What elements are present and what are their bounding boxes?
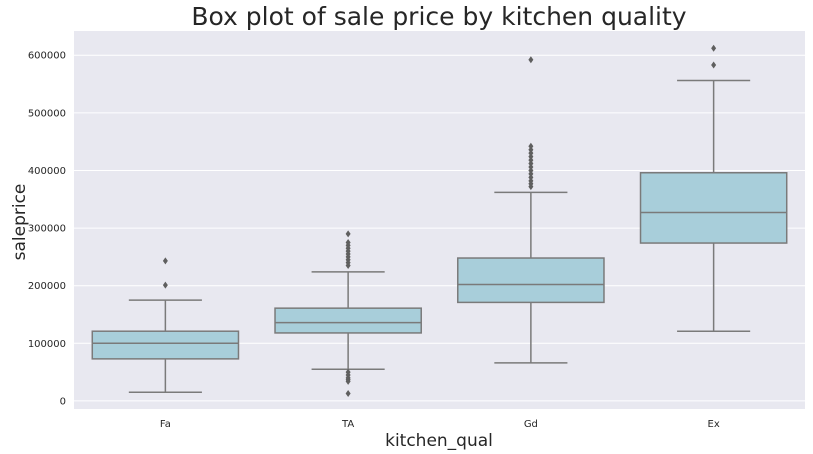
y-tick-label: 300000 — [28, 224, 66, 235]
outlier-point — [711, 61, 717, 69]
x-axis-ticks: Fa TA Gd Ex — [160, 419, 720, 430]
y-axis-ticks: 0 100000 200000 300000 400000 500000 600000 — [28, 51, 66, 408]
x-tick-label: Ex — [708, 419, 720, 430]
outlier-point — [345, 389, 351, 397]
outlier-point — [345, 377, 351, 385]
box-Gd — [457, 257, 605, 304]
x-tick-label: TA — [341, 419, 354, 430]
y-tick-label: 100000 — [28, 339, 66, 350]
outlier-point — [528, 142, 534, 150]
outlier-point — [345, 230, 351, 238]
outlier-point — [528, 56, 534, 64]
chart-title: Box plot of sale price by kitchen qualit… — [191, 2, 686, 31]
y-tick-label: 200000 — [28, 281, 66, 292]
y-tick-label: 600000 — [28, 51, 66, 62]
box-TA — [274, 307, 422, 334]
x-axis-label: kitchen_qual — [385, 431, 493, 451]
outlier-point — [711, 44, 717, 52]
y-tick-label: 400000 — [28, 166, 66, 177]
outlier-point — [162, 281, 168, 289]
box-series — [91, 44, 788, 397]
outlier-point — [162, 257, 168, 265]
y-tick-label: 500000 — [28, 108, 66, 119]
y-axis-label: saleprice — [10, 184, 30, 261]
outlier-point — [345, 238, 351, 246]
x-tick-label: Fa — [160, 419, 171, 430]
box-Fa — [91, 330, 240, 360]
x-tick-label: Gd — [524, 419, 538, 430]
box-Ex — [639, 172, 788, 244]
y-tick-label: 0 — [60, 396, 66, 407]
